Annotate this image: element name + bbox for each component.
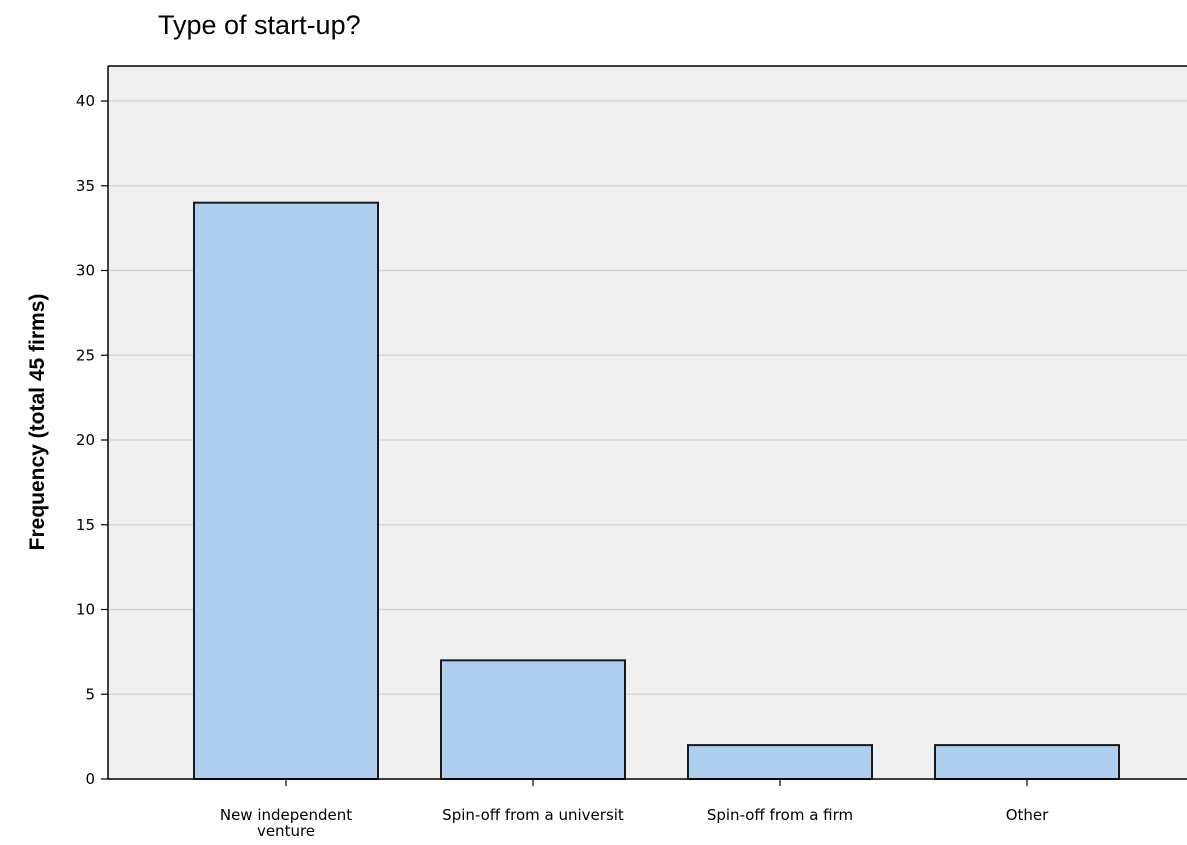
bar <box>687 744 873 780</box>
axes <box>107 65 1187 780</box>
y-tick-label: 30 <box>76 262 95 280</box>
x-tick-label-line: New independent <box>220 806 352 824</box>
x-tick-label: Spin-off from a firm <box>707 806 853 824</box>
y-tick-label: 5 <box>85 685 95 703</box>
x-tick-label-line: Spin-off from a universit <box>442 806 624 824</box>
y-axis-label: Frequency (total 45 firms) <box>26 294 49 551</box>
y-tick-label: 10 <box>76 601 95 619</box>
x-tick-label: New independent venture <box>220 806 352 840</box>
y-tick-label: 15 <box>76 516 95 534</box>
y-tick-label: 25 <box>76 346 95 364</box>
x-tick-label-line: Spin-off from a firm <box>707 806 853 824</box>
bars <box>193 201 1120 780</box>
x-tick-label: Spin-off from a universit <box>442 806 624 824</box>
bar <box>440 659 626 780</box>
bar <box>193 201 379 780</box>
y-tick-label: 35 <box>76 177 95 195</box>
x-tick-label: Other <box>1006 806 1049 824</box>
x-axis-ticks: New independent venture Spin-off from a un… <box>220 779 1049 840</box>
x-tick-label-line: Other <box>1006 806 1049 824</box>
y-tick-label: 0 <box>85 770 95 788</box>
y-tick-label: 20 <box>76 431 95 449</box>
chart-title: Type of start-up? <box>158 10 361 40</box>
y-axis-ticks: 0 5 10 15 20 25 30 35 40 <box>76 92 108 788</box>
y-tick-label: 40 <box>76 92 95 110</box>
bar <box>934 744 1120 780</box>
x-tick-label-line: venture <box>257 822 315 840</box>
